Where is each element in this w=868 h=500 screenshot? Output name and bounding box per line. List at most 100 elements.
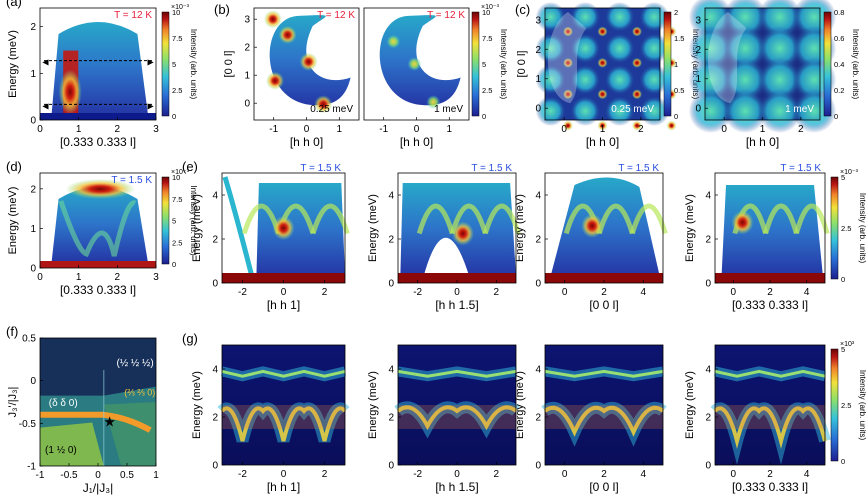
y-tick-label: 4 bbox=[388, 191, 394, 202]
y-axis-label: [0 0 l] bbox=[516, 51, 528, 78]
colorbar-tick-label: 5 bbox=[841, 173, 845, 182]
panel-e3: 0 2 4 0 2 4 [0 0 l] Energy (meV) T = 1.5 K bbox=[514, 163, 668, 312]
x-tick-label: 3 bbox=[153, 272, 159, 283]
y-tick-label: 0 bbox=[30, 376, 36, 387]
intensity-lobe bbox=[723, 26, 768, 71]
x-tick-label: -1 bbox=[379, 124, 388, 135]
y-tick-label: 2 bbox=[705, 413, 711, 424]
y-tick-label: 3 bbox=[244, 15, 250, 26]
intensity-lobe bbox=[688, 0, 733, 39]
y-axis-label: Energy (meV) bbox=[191, 371, 203, 439]
bragg-peak bbox=[563, 89, 573, 100]
x-axis-label: [0 0 l] bbox=[589, 480, 618, 494]
bragg-peak bbox=[407, 57, 422, 71]
temperature-label: T = 1.5 K bbox=[618, 163, 659, 174]
x-tick-label: -2 bbox=[238, 469, 247, 480]
y-tick-label: 0.5 bbox=[22, 334, 36, 345]
x-tick-label: 0 bbox=[37, 272, 43, 283]
x-tick-label: 2 bbox=[322, 469, 328, 480]
colorbar bbox=[830, 176, 839, 280]
x-axis-label: [h h 0] bbox=[400, 135, 433, 149]
panel-g3: 0 2 4 0 2 4 [0 0 l] Energy (meV) bbox=[514, 344, 667, 494]
bragg-peak bbox=[632, 120, 642, 131]
colorbar-exponent: ×10⁻³ bbox=[481, 4, 500, 11]
x-tick-label: 4 bbox=[804, 469, 810, 480]
x-tick-label: -0.5 bbox=[60, 470, 78, 481]
arrow-head: ◀ bbox=[42, 101, 49, 110]
y-axis-label: Energy (meV) bbox=[367, 194, 379, 262]
x-tick-label: 1 bbox=[76, 272, 82, 283]
x-tick-label: 0.5 bbox=[120, 470, 134, 481]
panel-label: (f) bbox=[6, 324, 18, 339]
panel-e1: (e) -2 0 2 0 2 4 [h h 1] Energy (meV) T = 1.5 K bbox=[182, 159, 350, 312]
colorbar-b: 0 2.5 5 7.5 10×10⁻³ Intensity (arb. units) bbox=[471, 4, 508, 121]
colorbar-tick-label: 0.5 bbox=[674, 86, 684, 95]
panel-d: (d) 0 1 2 0 1 2 3 [0.333 0.333 l] Energy (meV) T =… bbox=[6, 159, 198, 297]
bragg-peak bbox=[597, 120, 608, 131]
y-axis-label: Energy (meV) bbox=[7, 187, 19, 255]
band-glow bbox=[715, 405, 825, 429]
intensity-lobe bbox=[723, 57, 768, 102]
panel-g1: (g) -2 0 2 0 2 4 [h h 1] Energy (meV) bbox=[182, 331, 350, 494]
upper-band-core bbox=[714, 369, 826, 378]
intensity-lobe bbox=[757, 89, 802, 134]
colorbar-label: Intensity (arb. units) bbox=[499, 29, 508, 100]
y-tick-label: 1 bbox=[244, 71, 250, 82]
x-tick-label: 1 bbox=[153, 470, 159, 481]
colorbar-tick-label: 2.5 bbox=[172, 86, 182, 95]
elastic-line bbox=[715, 273, 825, 283]
panel-f: (f) ★ (½ ½ ½) (δ δ 0) (⅔ ⅔ 0) (1 ½ 0) -1 -0.5 0 0… bbox=[6, 324, 159, 495]
x-tick-label: 0 bbox=[562, 287, 568, 298]
x-tick-label: -1 bbox=[36, 470, 45, 481]
arrow-head: ▶ bbox=[148, 58, 155, 67]
y-tick-label: 2 bbox=[244, 43, 250, 54]
colorbar bbox=[161, 11, 170, 117]
y-tick-label: -0.5 bbox=[19, 419, 37, 430]
y-axis-label: Energy (meV) bbox=[367, 371, 379, 439]
y-tick-label: 0 bbox=[388, 461, 394, 472]
colorbar-label: Intensity (arb. units) bbox=[858, 193, 867, 264]
colorbar-tick-label: 10 bbox=[172, 173, 180, 182]
colorbar-tick-label: 0 bbox=[841, 275, 845, 284]
intensity-lobe bbox=[570, 33, 601, 64]
elastic-line bbox=[398, 273, 516, 283]
lower-band-core bbox=[220, 406, 347, 442]
colorbar-tick-label: 5 bbox=[172, 217, 176, 226]
intensity-lobe bbox=[757, 26, 802, 71]
colorbar-tick-label: 2.5 bbox=[482, 86, 492, 95]
x-tick-label: 2 bbox=[601, 287, 607, 298]
x-tick-label: 0 bbox=[304, 124, 310, 135]
temperature-label: T = 1.5 K bbox=[780, 163, 821, 174]
measured-region-overlay bbox=[708, 12, 747, 104]
arrow-head: ▶ bbox=[148, 101, 155, 110]
bragg-peak bbox=[632, 89, 642, 100]
x-axis-label: [h h 0] bbox=[746, 135, 779, 149]
energy-label: 0.25 meV bbox=[611, 104, 654, 115]
x-tick-label: 3 bbox=[153, 124, 159, 135]
panel-label: (g) bbox=[182, 331, 198, 346]
bragg-peak bbox=[597, 57, 608, 68]
intensity-lobe bbox=[688, 26, 733, 71]
y-tick-label: 4 bbox=[535, 365, 541, 376]
y-tick-label: 2 bbox=[388, 235, 394, 246]
colorbar-tick-label: 0 bbox=[834, 112, 838, 121]
bragg-peak bbox=[386, 34, 401, 49]
colorbar bbox=[161, 176, 170, 265]
x-axis-label: [0 0 l] bbox=[589, 298, 618, 312]
bragg-peak bbox=[563, 26, 573, 37]
axes-frame bbox=[39, 172, 157, 269]
intensity-lobe bbox=[639, 96, 670, 127]
panel-b1: (b) -1 0 1 0 1 2 3 [0 0 l] [h h 0] T = 12 K 0.25 me… bbox=[214, 2, 360, 149]
intensity-lobe bbox=[570, 96, 601, 127]
dispersion-band bbox=[629, 203, 668, 235]
x-axis-label: [0.333 0.333 l] bbox=[60, 135, 136, 149]
colorbar-tick-label: 0.6 bbox=[834, 34, 844, 43]
y-tick-label: 2 bbox=[535, 45, 541, 56]
intensity-peak bbox=[731, 210, 754, 235]
x-tick-label: 0 bbox=[454, 287, 460, 298]
y-tick-label: 2 bbox=[535, 235, 541, 246]
colorbar-label: Intensity (arb. units) bbox=[189, 185, 198, 256]
x-tick-label: 4 bbox=[641, 469, 647, 480]
y-tick-label: 2 bbox=[705, 235, 711, 246]
